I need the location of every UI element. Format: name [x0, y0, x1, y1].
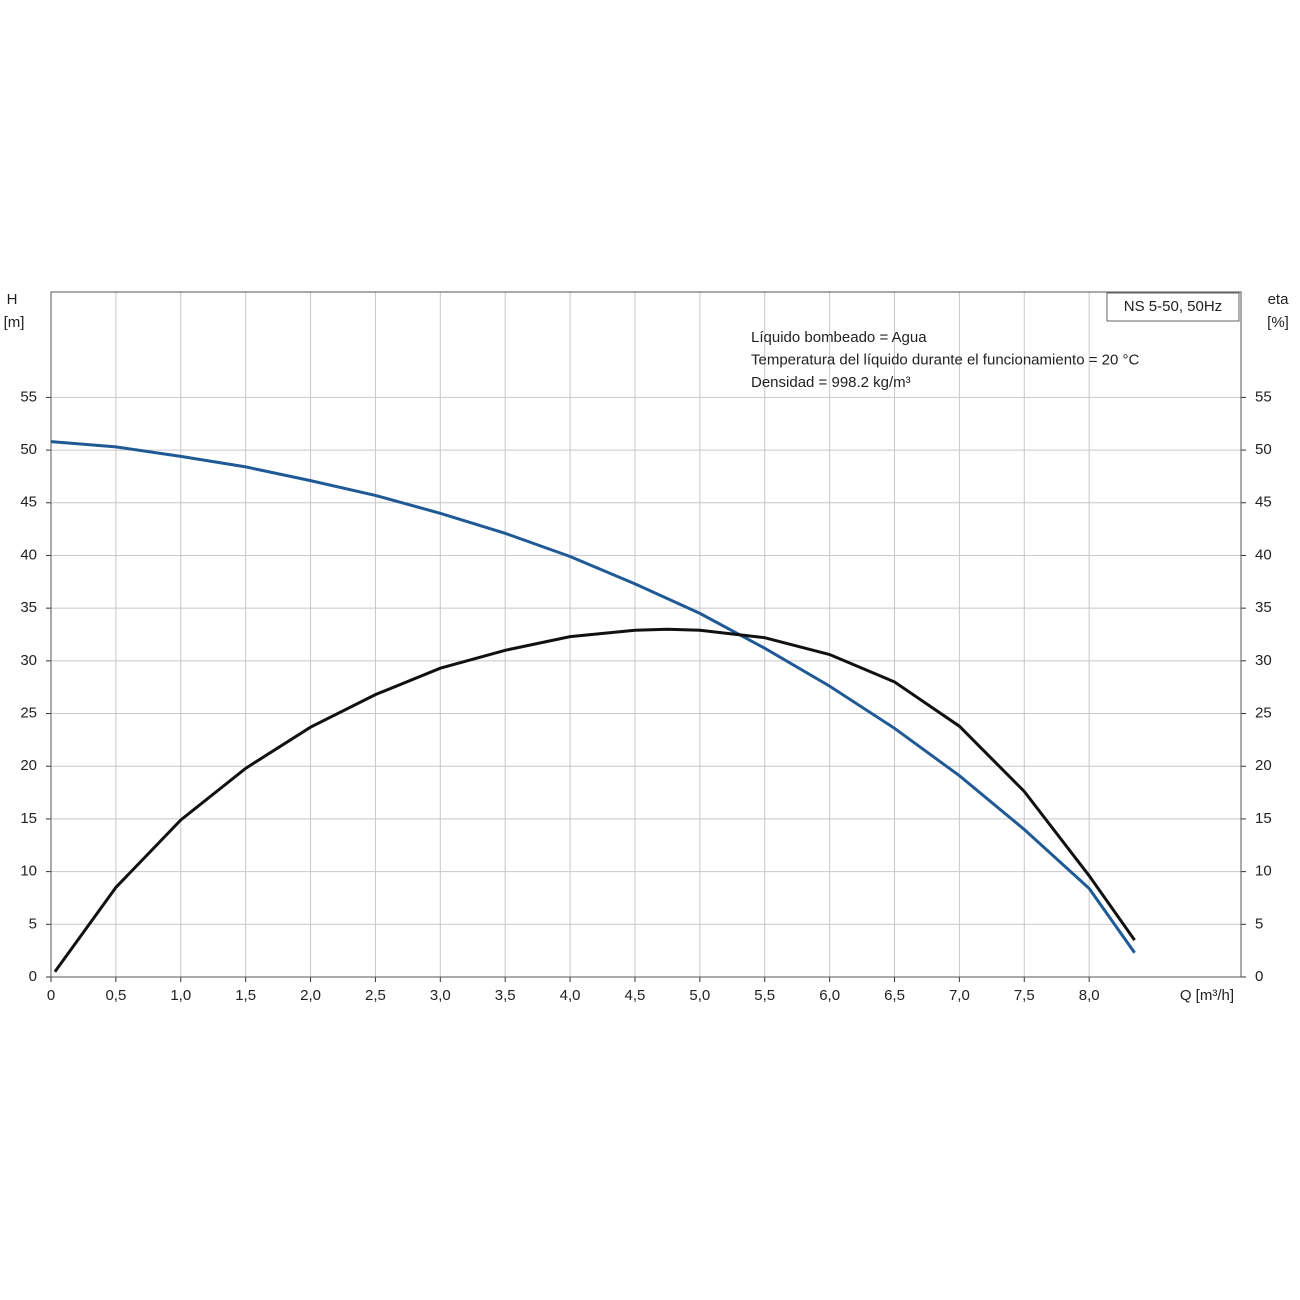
- y2-tick-label: 55: [1255, 388, 1272, 405]
- y-tick-label: 25: [20, 705, 37, 722]
- x-tick-label: 3,5: [495, 987, 516, 1004]
- y-tick-label: 0: [29, 968, 37, 985]
- curve: [50, 440, 1136, 954]
- x-tick-label: 6,5: [884, 987, 905, 1004]
- y2-tick-label: 10: [1255, 863, 1272, 880]
- x-tick-label: 6,0: [819, 987, 840, 1004]
- y2-tick-label: 20: [1255, 757, 1272, 774]
- x-tick-label: 4,5: [625, 987, 646, 1004]
- x-tick-label: 3,0: [430, 987, 451, 1004]
- y-tick-label: 55: [20, 388, 37, 405]
- x-tick-label: 5,0: [689, 987, 710, 1004]
- y2-tick-label: 5: [1255, 915, 1263, 932]
- annotation: Líquido bombeado = Agua: [751, 329, 927, 346]
- y2-tick-label: 30: [1255, 652, 1272, 669]
- y2-tick-label: 40: [1255, 546, 1272, 563]
- x-tick-label: 2,5: [365, 987, 386, 1004]
- y-tick-label: 35: [20, 599, 37, 616]
- y-tick-label: 20: [20, 757, 37, 774]
- x-tick-label: 8,0: [1079, 987, 1100, 1004]
- y2-tick-label: 25: [1255, 705, 1272, 722]
- x-tick-label: 0: [47, 987, 55, 1004]
- x-axis-title: Q [m³/h]: [1180, 987, 1234, 1004]
- y2-tick-label: 35: [1255, 599, 1272, 616]
- y2-tick-label: 15: [1255, 810, 1272, 827]
- x-tick-label: 7,0: [949, 987, 970, 1004]
- y2-axis-title: eta: [1268, 291, 1290, 308]
- x-tick-label: 4,0: [560, 987, 581, 1004]
- model-label: NS 5-50, 50Hz: [1124, 298, 1222, 315]
- y-tick-label: 50: [20, 441, 37, 458]
- x-tick-label: 5,5: [754, 987, 775, 1004]
- y2-axis-unit: [%]: [1267, 314, 1289, 331]
- annotation: Densidad = 998.2 kg/m³: [751, 374, 911, 391]
- y2-tick-label: 50: [1255, 441, 1272, 458]
- x-tick-label: 0,5: [105, 987, 126, 1004]
- y-tick-label: 5: [29, 915, 37, 932]
- y-tick-label: 40: [20, 546, 37, 563]
- x-tick-label: 2,0: [300, 987, 321, 1004]
- y2-tick-label: 0: [1255, 968, 1263, 985]
- model-box: [1106, 292, 1240, 322]
- y-tick-label: 15: [20, 810, 37, 827]
- y-axis-unit: [m]: [4, 314, 25, 331]
- annotation: Temperatura del líquido durante el funci…: [751, 351, 1139, 368]
- x-tick-label: 1,0: [170, 987, 191, 1004]
- y2-tick-label: 45: [1255, 494, 1272, 511]
- y-tick-label: 30: [20, 652, 37, 669]
- curve: [53, 627, 1136, 973]
- y-tick-label: 45: [20, 494, 37, 511]
- y-tick-label: 10: [20, 863, 37, 880]
- plot-frame: [50, 291, 1242, 978]
- y-axis-title: H: [7, 291, 18, 308]
- x-tick-label: 7,5: [1014, 987, 1035, 1004]
- x-tick-label: 1,5: [235, 987, 256, 1004]
